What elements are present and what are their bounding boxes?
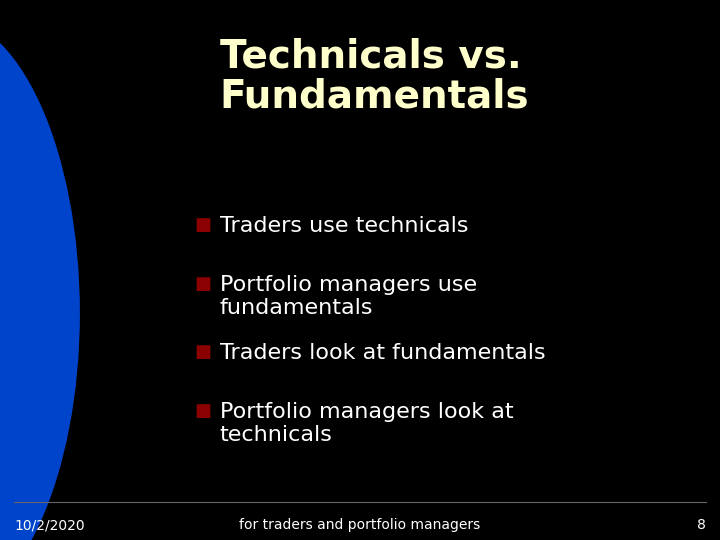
- Text: 10/2/2020: 10/2/2020: [14, 518, 85, 532]
- Text: ■: ■: [194, 402, 212, 420]
- Text: for traders and portfolio managers: for traders and portfolio managers: [239, 518, 481, 532]
- Text: Traders use technicals: Traders use technicals: [220, 216, 468, 236]
- Text: ■: ■: [194, 343, 212, 361]
- Text: Traders look at fundamentals: Traders look at fundamentals: [220, 343, 545, 363]
- Text: Technicals vs.
Fundamentals: Technicals vs. Fundamentals: [220, 38, 529, 116]
- Text: ■: ■: [194, 216, 212, 234]
- Text: 8: 8: [697, 518, 706, 532]
- Text: ■: ■: [194, 275, 212, 293]
- Ellipse shape: [0, 54, 22, 540]
- Text: Portfolio managers use
fundamentals: Portfolio managers use fundamentals: [220, 275, 477, 318]
- Ellipse shape: [0, 16, 79, 540]
- Text: Portfolio managers look at
technicals: Portfolio managers look at technicals: [220, 402, 513, 445]
